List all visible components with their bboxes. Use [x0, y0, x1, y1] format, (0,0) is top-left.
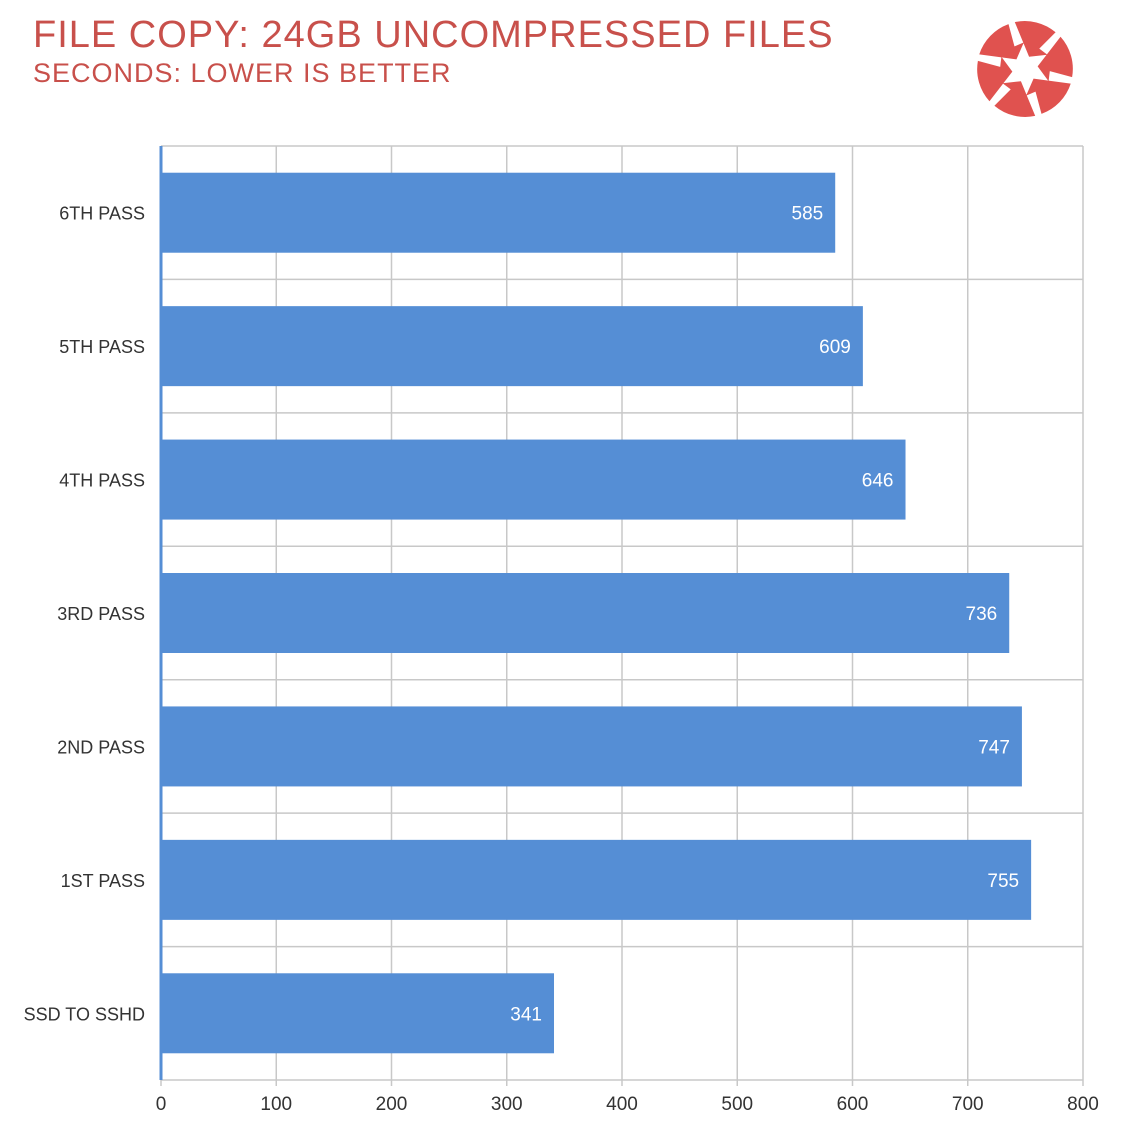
data-label: 646 — [862, 471, 894, 492]
x-tick-label: 200 — [376, 1094, 408, 1115]
x-tick-label: 600 — [837, 1094, 869, 1115]
logo-blade — [979, 24, 1024, 60]
x-tick-label: 100 — [260, 1094, 292, 1115]
x-tick-label: 500 — [721, 1094, 753, 1115]
category-label: 6TH PASS — [59, 204, 145, 224]
category-label: SSD TO SSHD — [24, 1004, 145, 1024]
aperture-logo-icon — [977, 21, 1073, 117]
logo-blade — [1026, 78, 1071, 114]
category-label: 5TH PASS — [59, 337, 145, 357]
logo-blade — [977, 56, 1013, 102]
bar-2nd-pass — [161, 706, 1022, 787]
bar-ssd-to-sshd — [161, 973, 555, 1054]
category-label: 1ST PASS — [61, 871, 145, 891]
bar-6th-pass — [161, 172, 836, 253]
bars — [161, 172, 1032, 1054]
data-label: 736 — [966, 604, 998, 625]
logo-blade — [1037, 36, 1073, 82]
bar-5th-pass — [161, 306, 863, 387]
logo-blade — [1014, 21, 1056, 57]
bar-3rd-pass — [161, 573, 1010, 653]
x-tick-label: 0 — [156, 1094, 167, 1115]
x-tick-label: 700 — [952, 1094, 984, 1115]
x-tick-label: 800 — [1067, 1094, 1099, 1115]
category-label: 2ND PASS — [57, 737, 145, 757]
data-label: 585 — [792, 204, 824, 225]
bar-4th-pass — [161, 439, 906, 520]
chart-title: FILE COPY: 24GB UNCOMPRESSED FILES — [33, 14, 834, 56]
category-label: 3RD PASS — [57, 604, 145, 624]
data-label: 609 — [819, 337, 851, 358]
bar-1st-pass — [161, 839, 1032, 920]
category-label: 4TH PASS — [59, 471, 145, 491]
x-tick-label: 300 — [491, 1094, 523, 1115]
x-tick-label: 400 — [606, 1094, 638, 1115]
data-label: 747 — [978, 737, 1010, 758]
data-label: 341 — [510, 1004, 542, 1025]
chart-subtitle: SECONDS: LOWER IS BETTER — [33, 58, 452, 88]
data-label: 755 — [987, 871, 1019, 892]
labels: 0 100 200 300 400 500 600 700 800 585 6TH PASS 609 5… — [24, 204, 1099, 1115]
logo-blade — [994, 81, 1036, 117]
